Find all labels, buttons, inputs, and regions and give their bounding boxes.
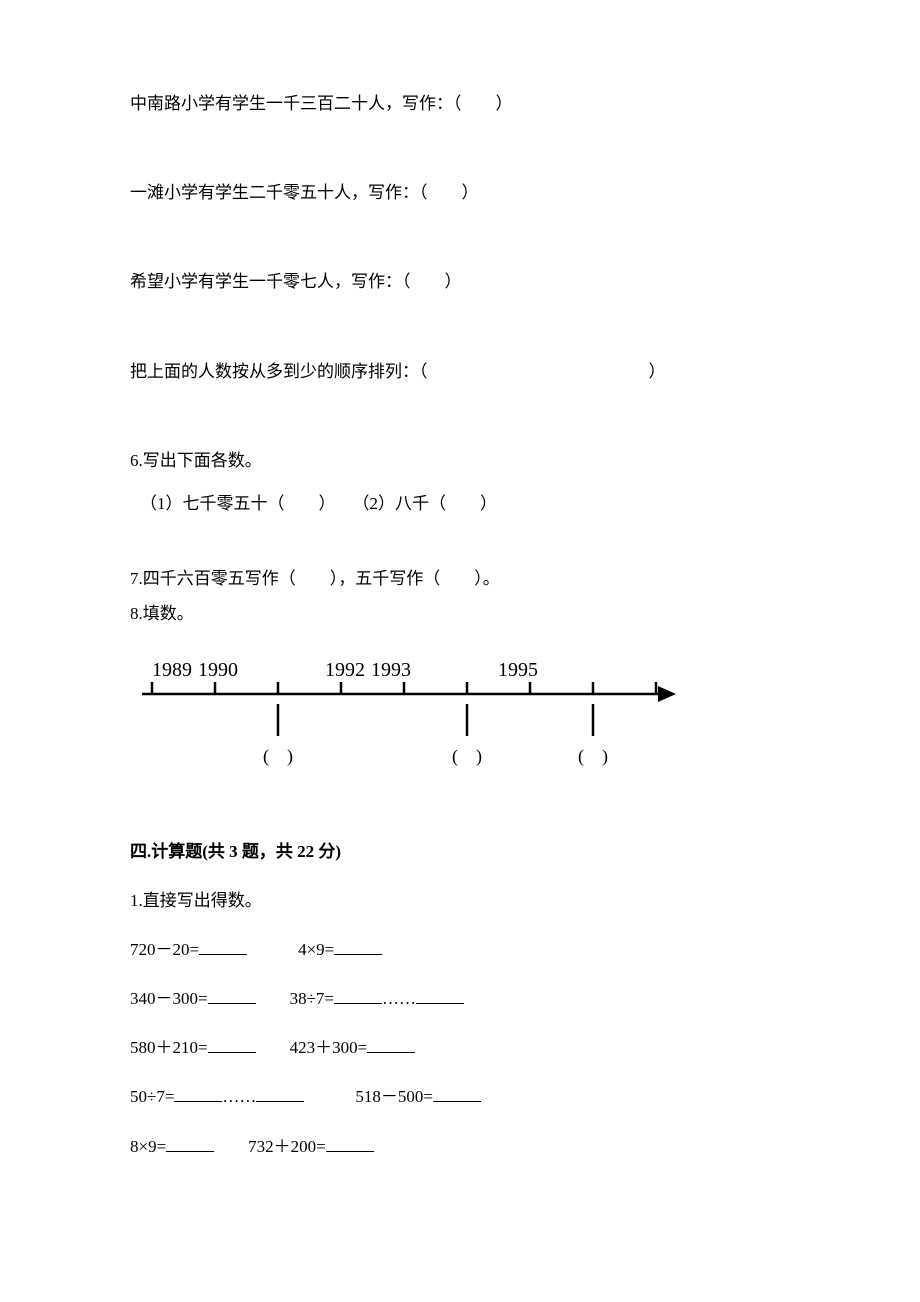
answer-blank: [433, 1085, 481, 1102]
question-text: 把上面的人数按从多到少的顺序排列：（ ）: [130, 362, 666, 381]
calc-text: 340－300=: [130, 989, 208, 1008]
number-line-figure: 1989 1990 1992 1993 1995 ( ) ( ) ( ): [130, 646, 790, 786]
calc-text: 580＋210=: [130, 1038, 208, 1057]
question-text: （1）七千零五十（ ） （2）八千（ ）: [140, 494, 497, 513]
question-sort: 把上面的人数按从多到少的顺序排列：（ ）: [130, 358, 790, 385]
question-7: 7.四千六百零五写作（ ），五千写作（ ）。: [130, 565, 790, 592]
question-xiwang: 希望小学有学生一千零七人，写作：（ ）: [130, 268, 790, 295]
answer-blank: [208, 1036, 256, 1053]
answer-blank: [326, 1135, 374, 1152]
calc-line-item: 720－20= 4×9=: [130, 936, 790, 963]
answer-blank: [416, 987, 464, 1004]
calc-text: 38÷7=: [256, 989, 334, 1008]
calc-lines: 720－20= 4×9= 340－300= 38÷7= …… 580＋210= 423…: [130, 936, 790, 1160]
answer-blank: [334, 987, 382, 1004]
svg-text:( ): ( ): [452, 746, 482, 767]
question-text: 一滩小学有学生二千零五十人，写作：（ ）: [130, 183, 479, 202]
answer-blank: [199, 938, 247, 955]
calc-line-item: 8×9= 732＋200=: [130, 1133, 790, 1160]
question-text: 8.填数。: [130, 604, 194, 623]
answer-blank: [174, 1085, 222, 1102]
question-text: 中南路小学有学生一千三百二十人，写作：（ ）: [130, 94, 513, 113]
svg-text:( ): ( ): [263, 746, 293, 767]
question-6-subitems: （1）七千零五十（ ） （2）八千（ ）: [140, 490, 790, 517]
question-text: 希望小学有学生一千零七人，写作：（ ）: [130, 272, 462, 291]
question-6-header: 6.写出下面各数。: [130, 447, 790, 474]
calc-text: 50÷7=: [130, 1087, 174, 1106]
question-yitan: 一滩小学有学生二千零五十人，写作：（ ）: [130, 179, 790, 206]
answer-blank: [208, 987, 256, 1004]
calc-1-header: 1.直接写出得数。: [130, 887, 790, 914]
section-4-header: 四.计算题(共 3 题，共 22 分): [130, 838, 790, 865]
question-text: 1.直接写出得数。: [130, 891, 262, 910]
calc-text: 720－20=: [130, 940, 199, 959]
calc-line-item: 580＋210= 423＋300=: [130, 1034, 790, 1061]
svg-text:1993: 1993: [371, 659, 411, 681]
section-title: 四.计算题(共 3 题，共 22 分): [130, 842, 341, 861]
calc-text: 732＋200=: [214, 1137, 326, 1156]
answer-blank: [367, 1036, 415, 1053]
answer-blank: [334, 938, 382, 955]
svg-text:1990: 1990: [198, 659, 238, 681]
svg-text:1989: 1989: [152, 659, 192, 681]
answer-blank: [166, 1135, 214, 1152]
calc-text: 518－500=: [304, 1087, 433, 1106]
svg-text:1995: 1995: [498, 659, 538, 681]
calc-text: 4×9=: [247, 940, 334, 959]
question-8-header: 8.填数。: [130, 600, 790, 627]
question-text: 6.写出下面各数。: [130, 451, 262, 470]
question-zhongnan: 中南路小学有学生一千三百二十人，写作：（ ）: [130, 90, 790, 117]
question-text: 7.四千六百零五写作（ ），五千写作（ ）。: [130, 569, 500, 588]
calc-text: 423＋300=: [256, 1038, 368, 1057]
calc-text: 8×9=: [130, 1137, 166, 1156]
number-line-svg: 1989 1990 1992 1993 1995 ( ) ( ) ( ): [130, 646, 690, 786]
calc-line-item: 50÷7= …… 518－500=: [130, 1083, 790, 1110]
calc-text: ……: [382, 989, 416, 1008]
svg-text:1992: 1992: [325, 659, 365, 681]
calc-text: ……: [222, 1087, 256, 1106]
answer-blank: [256, 1085, 304, 1102]
svg-text:( ): ( ): [578, 746, 608, 767]
calc-line-item: 340－300= 38÷7= ……: [130, 985, 790, 1012]
